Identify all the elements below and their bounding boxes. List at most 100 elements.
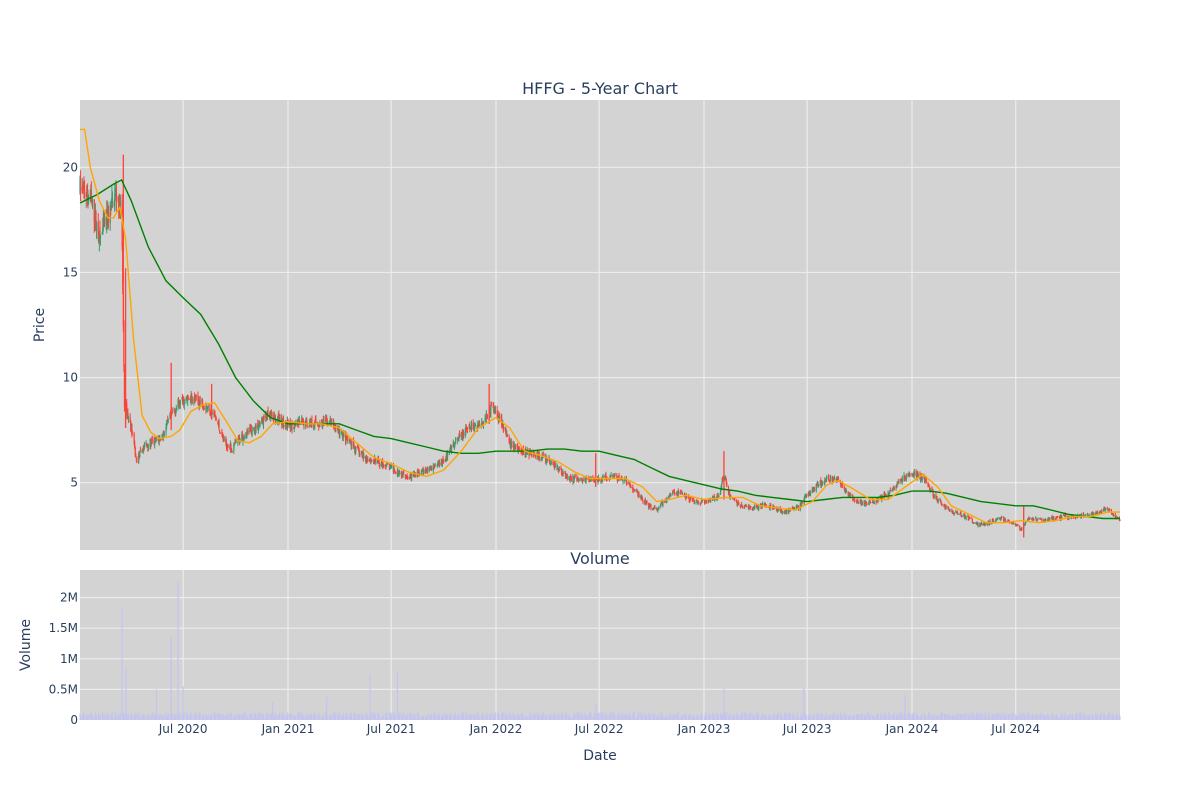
candle-body (949, 509, 951, 511)
volume-bar (247, 717, 249, 720)
volume-bar (333, 714, 335, 720)
volume-bar (402, 714, 404, 720)
volume-bar (654, 712, 656, 720)
candle-body (1105, 508, 1107, 510)
candle-body (704, 502, 706, 504)
candle-body (598, 478, 600, 482)
volume-bar (953, 716, 955, 720)
volume-bar (1035, 714, 1037, 720)
volume-bar (510, 714, 512, 720)
volume-bar (844, 714, 846, 720)
volume-bar (541, 717, 543, 720)
candle-body (165, 427, 167, 433)
volume-bar (884, 712, 886, 720)
candle-body (330, 420, 332, 424)
volume-bar (549, 714, 551, 720)
candle-body (585, 478, 587, 482)
candle-body (756, 505, 759, 509)
candle-body (968, 518, 970, 520)
candle-body (776, 508, 779, 512)
candle-body (1061, 515, 1063, 519)
volume-bar (586, 716, 588, 720)
candle-body (490, 405, 493, 406)
volume-bar (373, 712, 375, 720)
volume-bar (277, 715, 279, 720)
volume-bar (991, 712, 993, 720)
volume-bar (928, 712, 930, 720)
candle-body (257, 424, 259, 429)
volume-bar (249, 713, 251, 720)
volume-bar (167, 713, 169, 720)
volume-bar (488, 717, 490, 720)
volume-bar (1055, 715, 1057, 720)
volume-bar (809, 716, 811, 720)
volume-bar (676, 713, 678, 720)
candle-body (323, 419, 325, 423)
volume-bar (1094, 713, 1096, 720)
volume-bar (672, 715, 674, 720)
candle-body (135, 458, 138, 461)
candle-body (770, 504, 772, 507)
volume-bar (334, 712, 336, 720)
volume-bar (520, 714, 522, 720)
candle-body (612, 475, 614, 477)
volume-bar (558, 713, 560, 720)
volume-bar (518, 715, 520, 720)
candle-body (311, 419, 313, 427)
candle-body (861, 501, 863, 505)
volume-bar (920, 716, 922, 720)
candle-body (542, 454, 544, 456)
volume-bar (912, 715, 914, 720)
candle-body (642, 501, 644, 503)
volume-bar (968, 715, 970, 720)
volume-bar (546, 715, 548, 720)
volume-bar (1031, 715, 1033, 720)
volume-bar (1076, 717, 1078, 720)
volume-bar (274, 712, 276, 720)
volume-bar (1084, 714, 1086, 720)
candle-body (817, 484, 820, 487)
candle-body (919, 479, 922, 481)
candle-body (941, 504, 943, 506)
volume-bar (241, 716, 243, 720)
candle-body (816, 483, 818, 486)
volume-bar (199, 712, 201, 720)
candle-body (504, 427, 506, 430)
volume-bar (521, 712, 523, 720)
volume-bar (1107, 714, 1109, 720)
candle-body (163, 433, 165, 435)
candle-body (817, 481, 819, 486)
volume-bar (1036, 716, 1038, 720)
volume-bar (908, 714, 910, 720)
volume-bar (382, 717, 384, 720)
candle-body (949, 510, 951, 512)
volume-bar (131, 717, 133, 720)
volume-bar (939, 716, 941, 720)
x-tick-label: Jan 2023 (677, 722, 731, 736)
volume-bar (791, 713, 793, 720)
volume-bar (186, 716, 188, 720)
volume-bar (729, 715, 731, 720)
candle-body (331, 420, 333, 422)
candle-body (496, 410, 498, 416)
volume-bar (916, 713, 918, 720)
volume-bar (677, 712, 679, 720)
candle-body (102, 226, 104, 235)
candle-body (274, 414, 276, 418)
candle-body (929, 488, 931, 491)
candle-body (1029, 518, 1031, 520)
candle-body (486, 413, 488, 416)
volume-bar (661, 712, 663, 720)
candle-body (829, 476, 832, 481)
volume-bar (365, 716, 367, 720)
volume-bar (568, 713, 570, 720)
volume-bar (912, 712, 914, 720)
candle-body (980, 523, 983, 524)
volume-bar (89, 712, 91, 720)
candle-body (546, 459, 548, 461)
volume-bar (897, 712, 899, 720)
candle-body (644, 499, 646, 505)
volume-bar (410, 716, 412, 720)
volume-bar (542, 716, 544, 720)
candle-body (1035, 517, 1037, 519)
